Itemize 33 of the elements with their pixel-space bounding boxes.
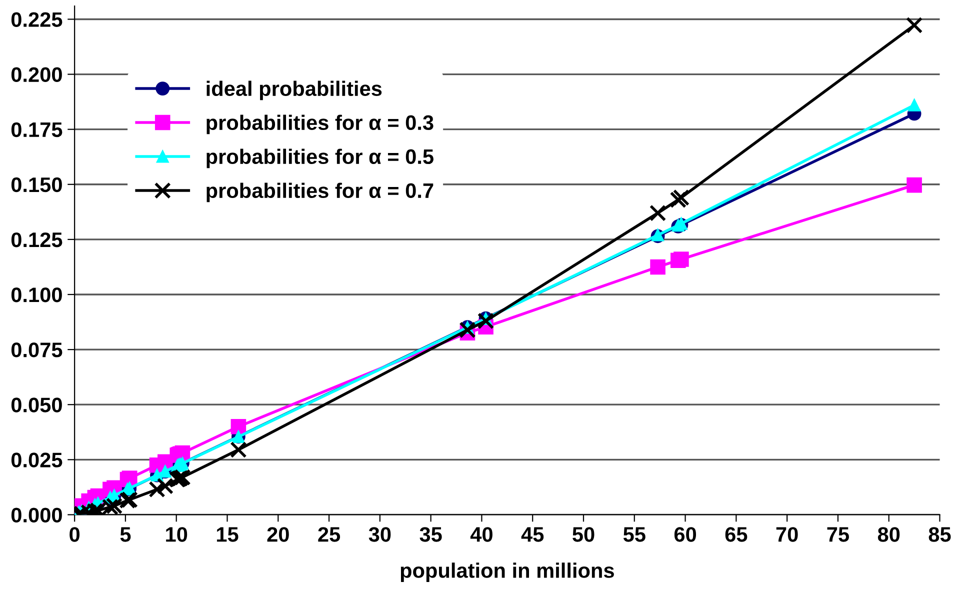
x-tick-label: 40	[470, 527, 492, 542]
y-tick-label: 0.050	[11, 398, 62, 412]
x-tick-label: 20	[267, 527, 289, 542]
x-tick-label: 85	[928, 527, 951, 542]
x-tick-label: 45	[521, 527, 544, 542]
x-tick-label: 75	[827, 527, 849, 542]
x-tick-label: 0	[70, 527, 80, 542]
y-tick-label: 0.100	[11, 288, 62, 302]
y-tick-label: 0.150	[11, 177, 62, 192]
x-axis-title: population in millions	[400, 562, 614, 582]
y-tick-label: 0.200	[11, 67, 62, 82]
x-tick-label: 50	[572, 527, 594, 542]
y-tick-label: 0.225	[11, 12, 62, 27]
x-tick-label: 15	[216, 527, 238, 542]
x-tick-label: 60	[674, 527, 696, 542]
x-tick-label: 30	[368, 527, 391, 542]
x-tick-label: 25	[318, 527, 340, 542]
x-tick-label: 70	[776, 527, 798, 542]
legend-label: ideal probabilities	[206, 80, 382, 100]
x-tick-label: 65	[725, 527, 748, 542]
x-tick-label: 5	[120, 527, 131, 542]
x-tick-label: 10	[166, 527, 188, 542]
y-tick-label: 0.175	[11, 122, 62, 138]
x-tick-label: 80	[878, 527, 900, 542]
legend-label: probabilities for α = 0.5	[206, 148, 434, 168]
y-tick-label: 0.025	[11, 452, 62, 468]
y-tick-label: 0.000	[11, 508, 62, 522]
x-tick-label: 55	[623, 527, 646, 542]
x-tick-label: 35	[420, 527, 442, 542]
y-tick-label: 0.125	[11, 232, 62, 248]
y-tick-label: 0.075	[11, 342, 62, 358]
legend-label: probabilities for α = 0.7	[206, 182, 434, 202]
legend-label: probabilities for α = 0.3	[206, 114, 434, 134]
